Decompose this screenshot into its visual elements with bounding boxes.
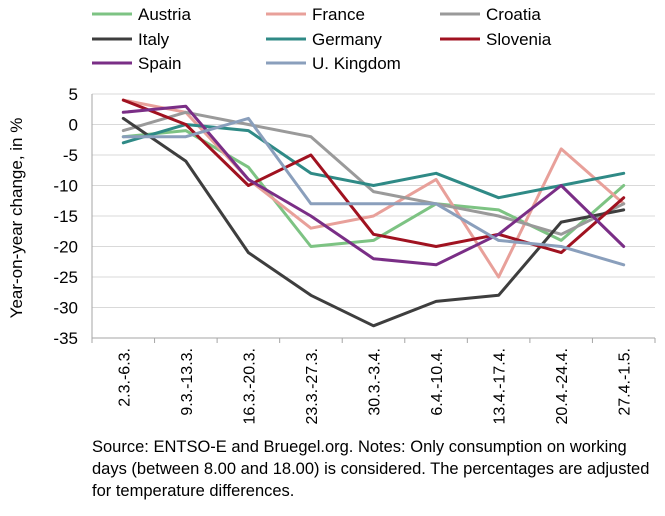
series-line-germany	[121, 123, 626, 200]
y-tick-label: -5	[63, 146, 78, 165]
legend-label-spain: Spain	[138, 54, 181, 73]
series-line-france	[121, 98, 626, 279]
x-tick-label: 2.3.-6.3.	[116, 348, 133, 407]
series-line-italy	[121, 116, 626, 328]
series-line-slovenia	[121, 98, 626, 255]
source-note: Source: ENTSO-E and Bruegel.org. Notes: …	[92, 438, 650, 500]
series-line-croatia	[121, 110, 626, 236]
legend-label-italy: Italy	[138, 30, 170, 49]
y-tick-label: -15	[53, 207, 78, 226]
x-tick-label: 13.4.-17.4.	[492, 348, 509, 425]
x-tick-label: 6.4.-10.4.	[429, 348, 446, 416]
x-tick-label: 23.3.-27.3.	[304, 348, 321, 425]
y-tick-label: -25	[53, 268, 78, 287]
x-tick-label: 9.3.-13.3.	[179, 348, 196, 416]
y-tick-label: -10	[53, 177, 78, 196]
y-tick-labels: 5 0 -5 -10 -15 -20 -25 -30 -35	[53, 85, 78, 348]
series-line-u-kingdom	[121, 116, 626, 267]
y-tick-label: 5	[69, 85, 78, 104]
legend-label-germany: Germany	[312, 30, 382, 49]
legend-label-croatia: Croatia	[486, 5, 541, 24]
legend-label-u-kingdom: U. Kingdom	[312, 54, 401, 73]
x-tick-label: 30.3.-3.4.	[367, 348, 384, 416]
x-tick-label: 20.4.-24.4.	[554, 348, 571, 425]
legend-label-austria: Austria	[138, 5, 191, 24]
series-lines	[121, 98, 626, 328]
y-tick-label: 0	[69, 116, 78, 135]
x-tick-label: 27.4.-1.5.	[617, 348, 634, 416]
y-tick-label: -20	[53, 238, 78, 257]
axes	[91, 94, 656, 343]
y-axis-label: Year-on-year change, in %	[7, 118, 26, 319]
y-tick-label: -30	[53, 299, 78, 318]
legend: Austria France Croatia Italy Germany Slovenia…	[92, 5, 552, 73]
legend-label-france: France	[312, 5, 365, 24]
y-tick-label: -35	[53, 329, 78, 348]
line-chart: Austria France Croatia Italy Germany Slovenia…	[7, 5, 656, 425]
legend-label-slovenia: Slovenia	[486, 30, 552, 49]
x-tick-labels: 2.3.-6.3. 9.3.-13.3. 16.3.-20.3. 23.3.-27.3…	[116, 348, 633, 425]
x-tick-label: 16.3.-20.3.	[241, 348, 258, 425]
